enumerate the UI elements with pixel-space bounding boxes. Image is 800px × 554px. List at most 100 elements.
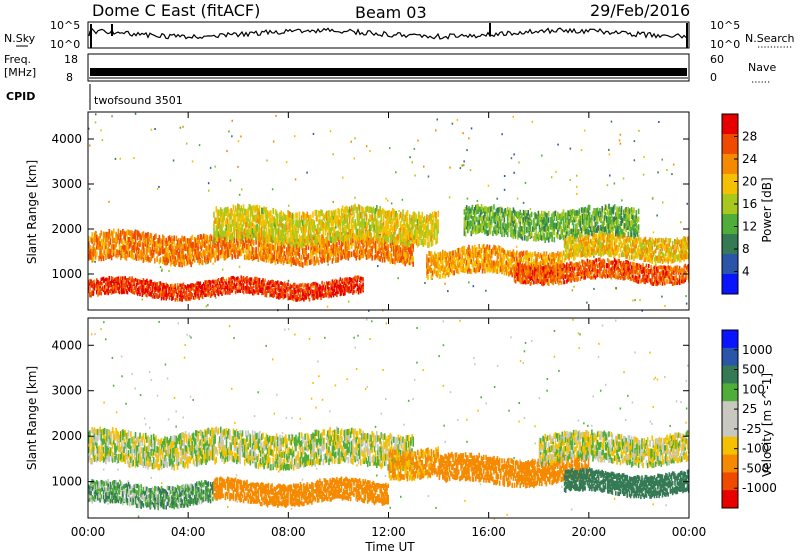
echo-cell (274, 230, 277, 237)
echo-cell (196, 292, 198, 296)
echo-cell (264, 231, 266, 238)
echo-cell (201, 285, 204, 290)
echo-cell (115, 287, 117, 291)
echo-dot (666, 169, 668, 172)
echo-cell (204, 250, 206, 257)
echo-cell (405, 217, 408, 224)
echo-cell (132, 244, 134, 251)
echo-cell (340, 284, 343, 289)
echo-dot (182, 125, 184, 128)
echo-cell (428, 229, 430, 236)
echo-cell (278, 288, 280, 293)
echo-cell (320, 209, 322, 216)
echo-cell (263, 233, 265, 240)
echo-cell (371, 221, 373, 228)
echo-cell (118, 278, 121, 283)
echo-cell (122, 290, 124, 294)
echo-cell (312, 284, 314, 289)
echo-cell (207, 240, 210, 246)
echo-cell (320, 293, 322, 298)
echo-cell (566, 273, 568, 278)
echo-cell (142, 257, 145, 263)
echo-cell (233, 252, 236, 258)
echo-cell (551, 252, 553, 258)
echo-cell (350, 230, 353, 237)
echo-cell (143, 241, 146, 247)
echo-cell (122, 240, 124, 246)
echo-cell (488, 263, 491, 269)
echo-cell (431, 211, 434, 218)
echo-cell (554, 280, 557, 284)
echo-cell (494, 262, 496, 268)
echo-cell (216, 283, 219, 288)
echo-cell (290, 296, 293, 300)
echo-cell (160, 293, 163, 297)
echo-cell (373, 224, 376, 231)
echo-cell (358, 245, 361, 251)
echo-cell (176, 239, 179, 245)
echo-cell (471, 248, 474, 254)
echo-cell (417, 223, 419, 230)
echo-cell (133, 278, 136, 283)
echo-cell (399, 256, 402, 263)
echo-cell (607, 257, 609, 262)
echo-cell (253, 232, 255, 238)
echo-cell (170, 250, 172, 256)
echo-cell (230, 239, 232, 246)
echo-cell (472, 247, 475, 253)
echo-cell (246, 290, 248, 294)
echo-cell (602, 272, 605, 277)
echo-cell (164, 259, 166, 266)
echo-cell (479, 253, 482, 259)
echo-cell (155, 287, 157, 292)
echo-cell (217, 240, 220, 247)
echo-cell (183, 284, 186, 289)
echo-cell (118, 283, 121, 287)
echo-cell (267, 249, 270, 255)
echo-cell (356, 245, 359, 252)
echo-cell (102, 276, 105, 281)
echo-cell (518, 252, 520, 258)
nsearch-bottom-tick: 10^0 (710, 38, 740, 51)
echo-cell (139, 238, 141, 244)
echo-cell (587, 261, 590, 266)
echo-dot (656, 214, 658, 217)
echo-cell (114, 237, 116, 244)
echo-cell (335, 215, 337, 223)
echo-cell (539, 275, 542, 280)
echo-cell (149, 257, 152, 263)
echo-cell (97, 279, 99, 284)
echo-cell (412, 237, 414, 244)
echo-cell (138, 288, 140, 293)
echo-cell (273, 282, 276, 286)
echo-cell (297, 297, 299, 301)
echo-cell (188, 243, 190, 249)
echo-cell (320, 257, 322, 263)
echo-cell (620, 275, 623, 280)
echo-cell (233, 221, 236, 228)
echo-cell (182, 249, 185, 255)
echo-cell (378, 243, 380, 250)
echo-cell (89, 249, 91, 255)
echo-cell (242, 247, 245, 254)
echo-cell (628, 266, 631, 271)
echo-cell (562, 269, 565, 274)
echo-cell (352, 237, 354, 243)
echo-cell (537, 265, 540, 270)
echo-cell (119, 289, 122, 294)
freq-panel (87, 53, 690, 82)
echo-cell (167, 253, 170, 259)
echo-cell (127, 287, 130, 291)
echo-cell (315, 209, 318, 217)
echo-dot (241, 188, 243, 191)
echo-cell (136, 234, 139, 241)
echo-cell (527, 280, 529, 284)
echo-cell (234, 286, 237, 291)
echo-cell (328, 247, 330, 254)
echo-cell (356, 228, 359, 235)
echo-cell (298, 294, 301, 298)
echo-cell (185, 260, 188, 266)
echo-cell (267, 244, 270, 250)
echo-cell (220, 242, 222, 248)
echo-cell (338, 286, 340, 291)
